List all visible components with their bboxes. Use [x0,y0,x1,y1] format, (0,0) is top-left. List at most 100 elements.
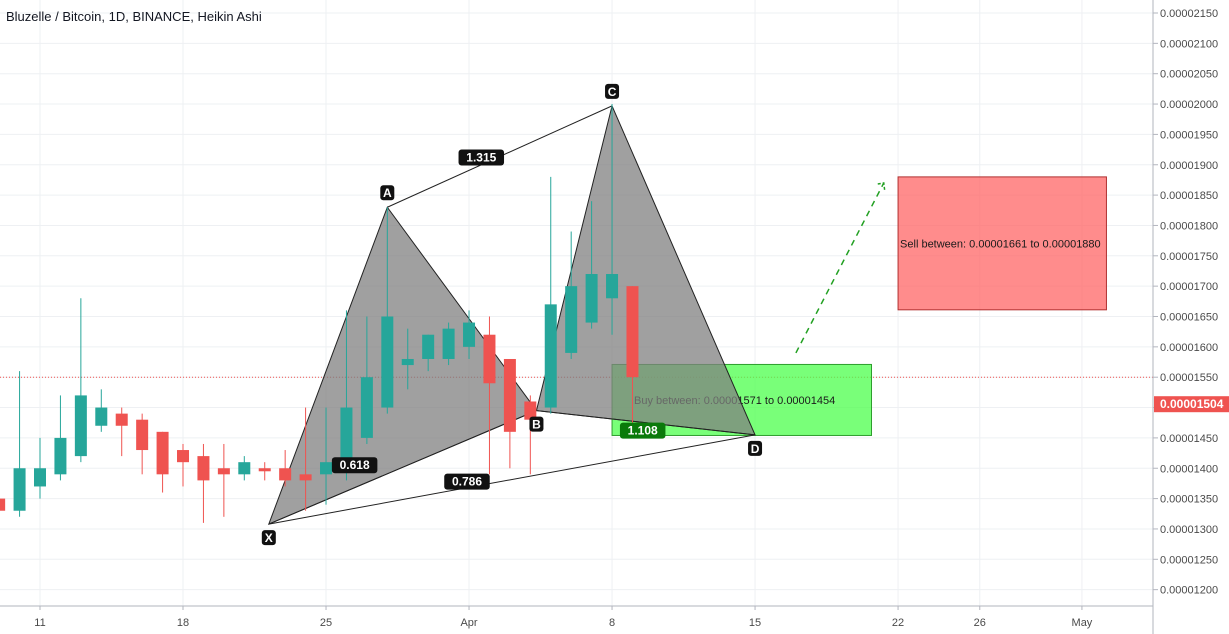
candle-body [177,450,190,463]
harmonic-pattern [267,104,756,526]
candle-down [524,395,537,475]
candle-up [360,316,373,444]
candle-body [463,322,476,347]
y-tick-label: 0.00002150 [1160,8,1218,20]
current-price-badge: 0.00001504 [1154,396,1229,413]
target-arrow-head [877,182,886,192]
candle-up [34,437,46,499]
ratio-label: 1.315 [458,149,505,166]
point-badge [380,185,395,201]
candle-down [299,407,312,511]
current-price-bg [1154,396,1229,413]
x-tick-label: 15 [749,617,761,629]
candle-down [0,498,6,511]
candle-body [585,274,598,323]
point-label-b: B [529,416,544,432]
candle-body [74,395,87,457]
candle-down [177,443,190,487]
candle-up [320,407,333,505]
candle-body [136,419,149,451]
point-badge [261,530,276,546]
point-badge [529,416,544,432]
candle-body [381,316,394,408]
ratio-label: 0.618 [331,457,378,474]
y-tick-label: 0.00001400 [1160,463,1218,475]
price-axis[interactable]: 0.00001200 0.00001250 0.00001300 0.00001350… [1153,8,1229,597]
candle-up [401,328,414,390]
candle-body [422,334,435,359]
y-tick-label: 0.00001350 [1160,494,1218,506]
point-label-a: A [380,185,395,201]
point-badge [748,440,763,456]
y-tick-label: 0.00002050 [1160,69,1218,81]
y-tick-label: 0.00001900 [1160,160,1218,172]
chart-title: Bluzelle / Bitcoin, 1D, BINANCE, Heikin … [6,9,262,24]
candle-body [217,468,230,475]
point-letter: D [751,442,760,456]
candle-down [136,413,149,475]
point-label-d: D [748,440,763,456]
ratio-value: 0.786 [452,475,482,489]
candle-body [544,304,557,408]
candle-body [95,407,108,426]
candle-down [156,431,169,493]
y-tick-label: 0.00002000 [1160,99,1218,111]
candle-body [54,437,67,475]
candle-body [197,456,210,481]
candle-up [95,389,108,432]
x-tick-label: 22 [892,617,904,629]
y-tick-label: 0.00001200 [1160,585,1218,597]
candle-body [401,358,414,366]
ratio-value: 1.315 [466,150,496,164]
target-arrow-line [795,182,885,354]
sell-zone [897,176,1107,311]
candle-body [503,358,516,432]
x-tick-label: 26 [974,617,986,629]
candle-up [544,176,557,414]
candle-down [483,316,496,475]
y-tick-label: 0.00002100 [1160,38,1218,50]
candle-down [197,443,210,523]
ratio-badge [619,422,666,439]
leg-xd [268,434,756,525]
candle-body [34,468,46,487]
candle-body [0,498,6,511]
candle-body [524,401,537,420]
candle-up [422,334,435,372]
time-axis[interactable]: 11 18 25 Apr 8 15 22 26 May [34,606,1093,629]
y-tick-label: 0.00001950 [1160,129,1218,141]
candle-body [279,468,292,481]
point-letter: A [383,186,392,200]
x-tick-label: 8 [609,617,615,629]
y-tick-label: 0.00001850 [1160,190,1218,202]
candle-body [258,468,271,472]
candle-up [463,310,476,359]
candle-up [238,456,251,481]
triangle-bcd [535,104,756,436]
candle-up [585,201,598,329]
candle-body [238,462,251,475]
candle-down [115,407,128,457]
candle-body [156,431,169,475]
candle-body [606,274,619,299]
ratio-value: 1.108 [628,424,658,438]
ratio-label: 1.108 [619,422,666,439]
target-projection [795,182,886,354]
point-label-x: X [261,530,276,546]
y-tick-label: 0.00001800 [1160,220,1218,232]
candle-down [258,462,271,481]
leg-xb [268,410,537,525]
candle-up [381,207,394,414]
candle-up [54,395,67,481]
pattern-labels: X A B C D 1.315 0.618 0.786 1.108 [261,83,763,546]
ratio-label: 0.786 [444,473,490,490]
point-letter: C [608,85,617,99]
x-tick-label: Apr [460,617,477,629]
ratio-value: 0.618 [340,458,370,472]
y-tick-label: 0.00001600 [1160,342,1218,354]
candle-up [74,298,87,463]
y-tick-label: 0.00001450 [1160,433,1218,445]
candle-body [565,286,578,353]
candle-up [565,231,578,359]
